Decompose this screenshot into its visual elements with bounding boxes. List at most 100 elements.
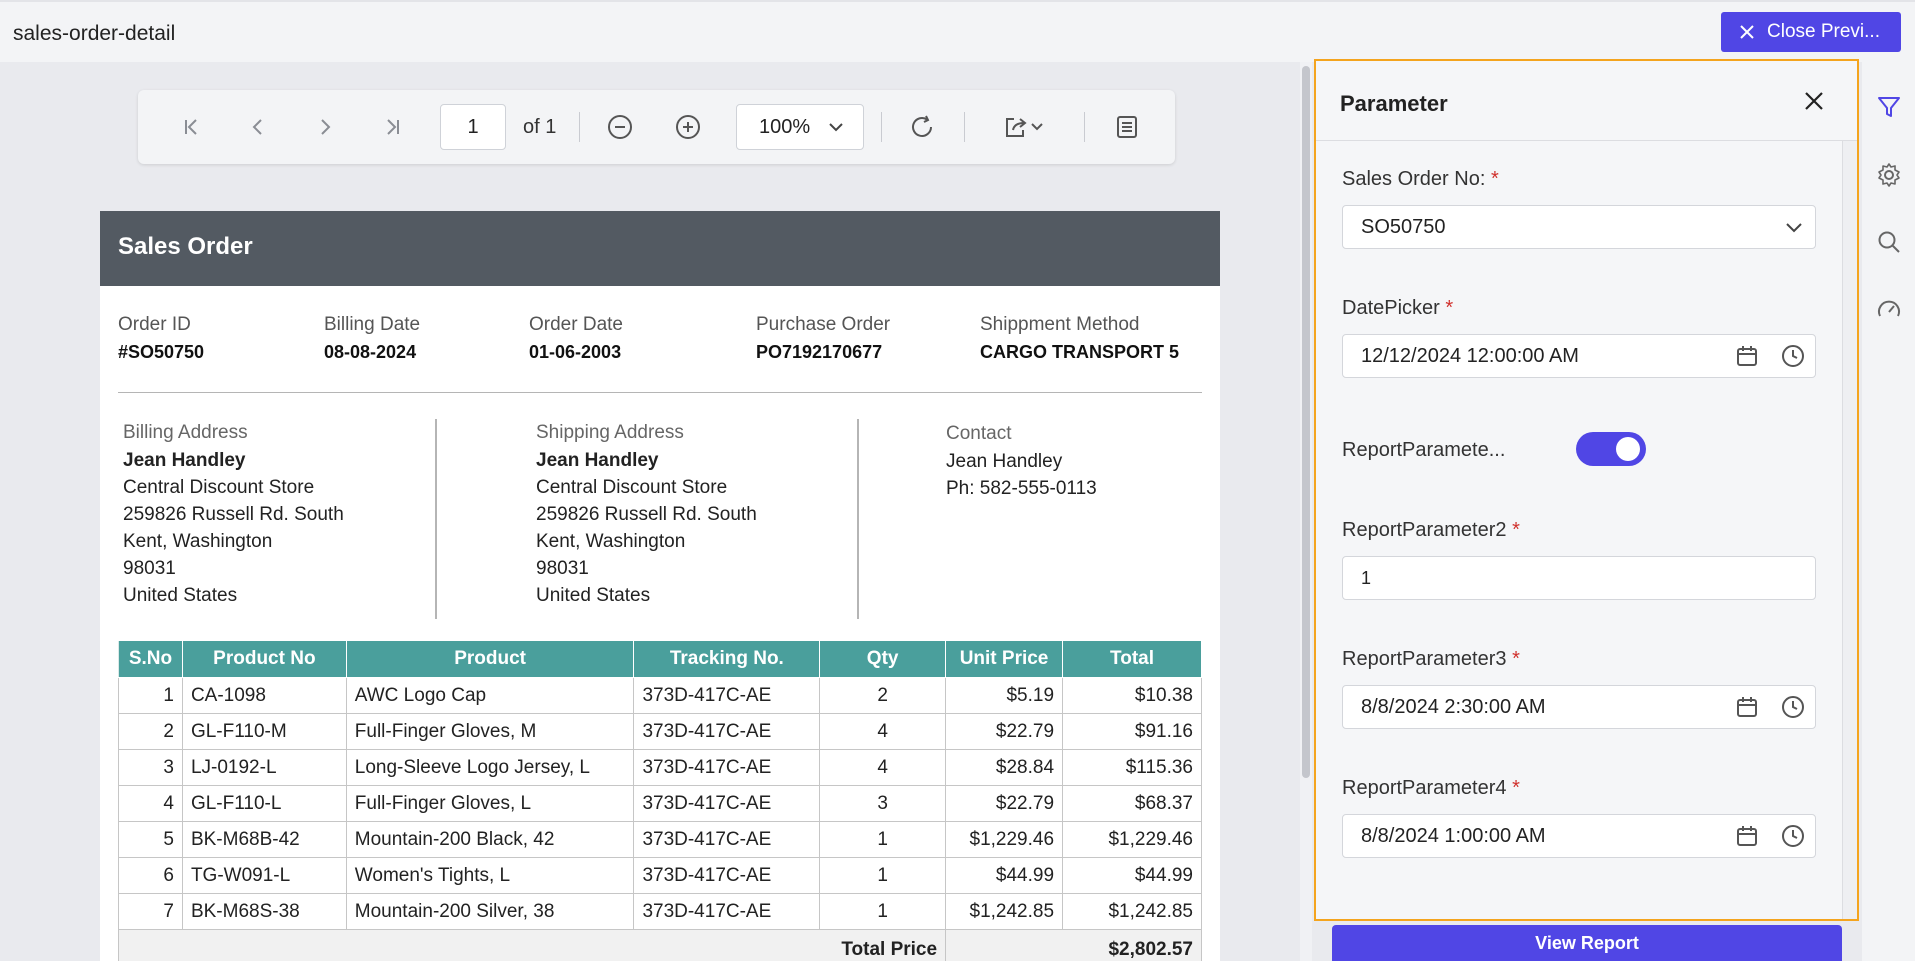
datepicker-label: DatePicker * — [1342, 297, 1453, 320]
cell-unit-price: $5.19 — [945, 677, 1064, 714]
report-parameter2-input[interactable]: 1 — [1342, 556, 1816, 600]
address-line: United States — [536, 585, 651, 606]
required-mark: * — [1512, 777, 1520, 799]
cell-tracking: 373D-417C-AE — [633, 821, 821, 858]
meta-value: 08-08-2024 — [324, 342, 417, 362]
column-header: Qty — [819, 640, 947, 678]
search-icon — [1878, 231, 1900, 253]
toggle-parameter-label: ReportParamete... — [1342, 439, 1506, 461]
previous-page-button[interactable] — [239, 108, 277, 146]
total-label: Total Price — [117, 929, 947, 961]
cell-product-no: BK-M68S-38 — [181, 893, 347, 930]
table-row: 2 GL-F110-M Full-Finger Gloves, M 373D-4… — [118, 713, 1202, 750]
title-bar: sales-order-detail Close Previ... — [0, 0, 1915, 62]
export-button[interactable] — [996, 108, 1052, 146]
first-page-button[interactable] — [172, 108, 210, 146]
chevron-down-icon — [829, 123, 843, 132]
window-title: sales-order-detail — [13, 22, 176, 45]
view-report-button[interactable]: View Report — [1332, 925, 1842, 961]
viewer-toolbar: 1 of 1 100% — [138, 90, 1175, 164]
cell-unit-price: $28.84 — [945, 749, 1064, 786]
cell-tracking: 373D-417C-AE — [633, 857, 821, 894]
parameter-panel-button[interactable] — [1874, 92, 1904, 122]
close-preview-button[interactable]: Close Previ... — [1721, 12, 1901, 52]
field-label: ReportParameter4 — [1342, 777, 1507, 799]
contact-label: Contact — [946, 423, 1012, 444]
cell-product: Mountain-200 Silver, 38 — [345, 893, 635, 930]
viewer-scrollbar-thumb[interactable] — [1302, 66, 1310, 778]
cell-qty: 2 — [819, 677, 947, 714]
field-label: ReportParameter2 — [1342, 519, 1507, 541]
field-label: Sales Order No: — [1342, 168, 1486, 190]
cell-total: $68.37 — [1062, 785, 1202, 822]
print-layout-button[interactable] — [1108, 108, 1146, 146]
report-parameter4-input[interactable]: 8/8/2024 1:00:00 AM — [1342, 814, 1816, 858]
address-line: 259826 Russell Rd. South — [536, 504, 757, 525]
table-row: 1 CA-1098 AWC Logo Cap 373D-417C-AE 2 $5… — [118, 677, 1202, 714]
meta-value: PO7192170677 — [756, 342, 883, 362]
cell-qty: 1 — [819, 893, 947, 930]
clock-icon[interactable] — [1781, 824, 1805, 848]
divider — [435, 419, 437, 619]
clock-icon[interactable] — [1781, 695, 1805, 719]
cell-qty: 1 — [819, 821, 947, 858]
report-parameter2-label: ReportParameter2 * — [1342, 519, 1520, 542]
cell-product-no: CA-1098 — [181, 677, 347, 714]
zoom-select[interactable]: 100% — [736, 104, 864, 150]
field-label: DatePicker — [1342, 297, 1440, 319]
clock-icon[interactable] — [1781, 344, 1805, 368]
zoom-in-button[interactable] — [669, 108, 707, 146]
cell-sno: 7 — [118, 893, 183, 930]
address-line: Kent, Washington — [123, 531, 273, 552]
table-row: 7 BK-M68S-38 Mountain-200 Silver, 38 373… — [118, 893, 1202, 930]
meta-label: Shippment Method — [980, 314, 1140, 335]
table-row: 5 BK-M68B-42 Mountain-200 Black, 42 373D… — [118, 821, 1202, 858]
refresh-button[interactable] — [903, 108, 941, 146]
viewer-scrollbar[interactable] — [1300, 62, 1312, 961]
cell-sno: 4 — [118, 785, 183, 822]
datepicker-input[interactable]: 12/12/2024 12:00:00 AM — [1342, 334, 1816, 378]
last-page-button[interactable] — [374, 108, 412, 146]
gear-icon — [1878, 163, 1900, 187]
address-line: United States — [123, 585, 238, 606]
panel-scrollbar[interactable] — [1842, 141, 1857, 919]
billing-address: Billing Address Jean Handley Central Dis… — [123, 419, 344, 609]
toolbar-separator — [579, 112, 580, 142]
cell-product: Long-Sleeve Logo Jersey, L — [345, 749, 635, 786]
address-label: Shipping Address — [536, 422, 684, 443]
cell-product: Women's Tights, L — [345, 857, 635, 894]
zoom-out-button[interactable] — [601, 108, 639, 146]
cell-sno: 1 — [118, 677, 183, 714]
meta-order-id: Order ID #SO50750 — [118, 314, 204, 363]
report-parameter4-value: 8/8/2024 1:00:00 AM — [1361, 824, 1546, 847]
calendar-icon[interactable] — [1735, 344, 1759, 368]
cell-total: $1,229.46 — [1062, 821, 1202, 858]
chevron-down-icon — [1786, 223, 1802, 233]
cell-sno: 3 — [118, 749, 183, 786]
address-line: 98031 — [123, 558, 176, 579]
address-name: Jean Handley — [536, 450, 659, 471]
page-number-input[interactable]: 1 — [440, 104, 506, 150]
report-parameter3-value: 8/8/2024 2:30:00 AM — [1361, 695, 1546, 718]
settings-button[interactable] — [1874, 160, 1904, 190]
meta-label: Order Date — [529, 314, 623, 335]
next-page-button[interactable] — [306, 108, 344, 146]
calendar-icon[interactable] — [1735, 824, 1759, 848]
performance-button[interactable] — [1874, 295, 1904, 325]
meta-value: 01-06-2003 — [529, 342, 622, 362]
meta-value: CARGO TRANSPORT 5 — [980, 342, 1180, 362]
cell-product-no: GL-F110-M — [181, 713, 347, 750]
calendar-icon[interactable] — [1735, 695, 1759, 719]
sales-order-select[interactable]: SO50750 — [1342, 205, 1816, 249]
meta-label: Billing Date — [324, 314, 421, 335]
report-parameter3-input[interactable]: 8/8/2024 2:30:00 AM — [1342, 685, 1816, 729]
meta-value: #SO50750 — [118, 342, 205, 362]
cell-qty: 3 — [819, 785, 947, 822]
report-parameter-toggle[interactable] — [1576, 432, 1646, 466]
cell-tracking: 373D-417C-AE — [633, 677, 821, 714]
address-label: Billing Address — [123, 422, 248, 443]
first-page-icon — [185, 119, 197, 135]
search-button[interactable] — [1874, 227, 1904, 257]
cell-product-no: TG-W091-L — [181, 857, 347, 894]
close-icon[interactable] — [1800, 87, 1828, 115]
